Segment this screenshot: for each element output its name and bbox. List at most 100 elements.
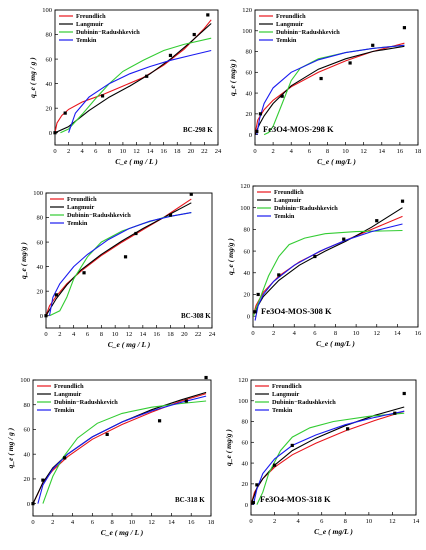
x-tick-label: 2 — [271, 148, 274, 155]
series-line-3 — [256, 412, 405, 505]
data-point — [206, 13, 210, 17]
y-axis-label: q_e ( mg/g ) — [226, 238, 235, 275]
data-point — [63, 111, 67, 115]
legend-label: Langmuir — [54, 391, 81, 398]
data-point — [402, 26, 407, 30]
x-tick-label: 4 — [71, 519, 75, 526]
x-tick-label: 12 — [126, 331, 133, 338]
y-tick-label: 20 — [242, 481, 249, 488]
data-point — [258, 112, 263, 116]
y-tick-label: 40 — [46, 81, 53, 88]
plot-frame — [32, 379, 212, 517]
y-tick-label: 60 — [37, 239, 44, 246]
x-tick-label: 6 — [320, 518, 324, 525]
data-point — [393, 411, 397, 415]
y-tick-label: 20 — [246, 111, 253, 118]
chart-panel-2: 0 2 4 6 8 10 12 14 16 18 0 20 40 60 80 100 120 C_e ( mg/L… — [228, 7, 421, 166]
y-tick-label: 20 — [244, 292, 251, 299]
y-axis-label: q_e ( mg / g ) — [6, 427, 15, 468]
x-tick-label: 22 — [195, 331, 202, 338]
y-tick-label: 100 — [42, 7, 52, 14]
x-tick-label: 4 — [293, 330, 297, 337]
x-tick-label: 10 — [112, 331, 119, 338]
chart-panel-6: 0 2 4 6 8 10 12 14 0 20 40 60 80 100 120 C_e ( mg/L ) q_… — [224, 377, 420, 536]
x-tick-label: 14 — [413, 518, 420, 525]
x-tick-label: 10 — [342, 148, 349, 155]
series-line-1 — [55, 19, 212, 133]
x-tick-label: 18 — [167, 331, 174, 338]
y-tick-label: 120 — [242, 7, 252, 14]
x-tick-label: 18 — [415, 148, 422, 155]
plot-frame — [254, 9, 419, 146]
x-tick-label: 6 — [308, 148, 312, 155]
series-line-2 — [251, 406, 405, 505]
y-tick-label: 100 — [238, 398, 248, 405]
panel-annotation: BC-318 K — [175, 496, 205, 504]
x-tick-label: 8 — [110, 519, 113, 526]
series-line-4 — [37, 395, 207, 504]
y-tick-label: 80 — [24, 402, 31, 409]
data-point — [184, 399, 188, 403]
y-tick-label: 100 — [240, 205, 250, 212]
legend-label: Freundlich — [76, 13, 106, 20]
series-line-3 — [263, 44, 405, 136]
data-point — [189, 192, 193, 196]
data-point — [342, 237, 346, 241]
series-line-3 — [60, 37, 212, 134]
legend-label: Dubinin−Radushkevich — [272, 399, 336, 406]
legend-label: Freundlich — [272, 383, 302, 390]
chart-panel-4: 0 2 4 6 8 10 12 14 16 0 20 40 60 80 100 120 C_e ( mg/L )… — [226, 183, 422, 348]
x-axis-label: C_e ( mg/L ) — [314, 527, 353, 536]
x-tick-label: 0 — [253, 148, 256, 155]
x-axis-label: C_e ( mg/L ) — [317, 157, 356, 166]
y-tick-label: 0 — [27, 501, 30, 508]
x-tick-label: 2 — [58, 331, 61, 338]
y-axis-label: q_e ( mg/g ) — [228, 59, 237, 96]
x-tick-label: 0 — [249, 518, 252, 525]
series-line-4 — [254, 223, 403, 321]
y-tick-label: 0 — [247, 313, 250, 320]
data-point — [82, 271, 86, 275]
data-point — [168, 53, 173, 58]
chart-panel-5: 0 2 4 6 8 10 12 14 16 18 0 20 40 60 80 100 C_e ( mg / L … — [6, 375, 214, 537]
x-tick-label: 2 — [51, 519, 54, 526]
x-tick-label: 0 — [31, 519, 34, 526]
legend-label: Temkin — [274, 213, 295, 220]
legend-label: Freundlich — [54, 383, 84, 390]
series-line-3 — [42, 400, 207, 504]
data-point — [375, 219, 379, 223]
x-tick-label: 4 — [72, 331, 76, 338]
series-line-2 — [255, 45, 405, 135]
data-point — [290, 443, 294, 448]
data-point — [31, 502, 35, 506]
x-tick-label: 8 — [100, 331, 103, 338]
x-tick-label: 12 — [360, 148, 367, 155]
x-tick-label: 0 — [251, 330, 254, 337]
x-tick-label: 20 — [188, 148, 195, 155]
legend-label: Langmuir — [67, 204, 94, 211]
x-tick-label: 12 — [148, 519, 155, 526]
legend-label: Temkin — [276, 37, 297, 44]
x-tick-label: 0 — [44, 331, 47, 338]
data-point — [371, 43, 375, 47]
plot-frame — [250, 379, 417, 516]
x-tick-label: 24 — [215, 148, 222, 155]
data-point — [53, 131, 57, 135]
legend-label: Dubinin−Radushkevich — [276, 29, 340, 36]
y-tick-label: 60 — [242, 440, 249, 447]
data-point — [168, 213, 173, 217]
data-point — [280, 94, 284, 98]
data-point — [41, 478, 45, 482]
x-tick-label: 10 — [353, 330, 360, 337]
data-point — [319, 76, 323, 81]
legend-label: Freundlich — [67, 196, 97, 203]
x-tick-label: 8 — [108, 148, 111, 155]
x-tick-label: 4 — [81, 148, 85, 155]
x-tick-label: 10 — [129, 519, 136, 526]
x-tick-label: 4 — [297, 518, 301, 525]
legend-label: Langmuir — [76, 21, 103, 28]
legend-label: Dubinin−Radushkevich — [67, 212, 131, 219]
panel-annotation: Fe3O4-MOS-318 K — [260, 494, 331, 504]
y-tick-label: 0 — [249, 132, 252, 139]
